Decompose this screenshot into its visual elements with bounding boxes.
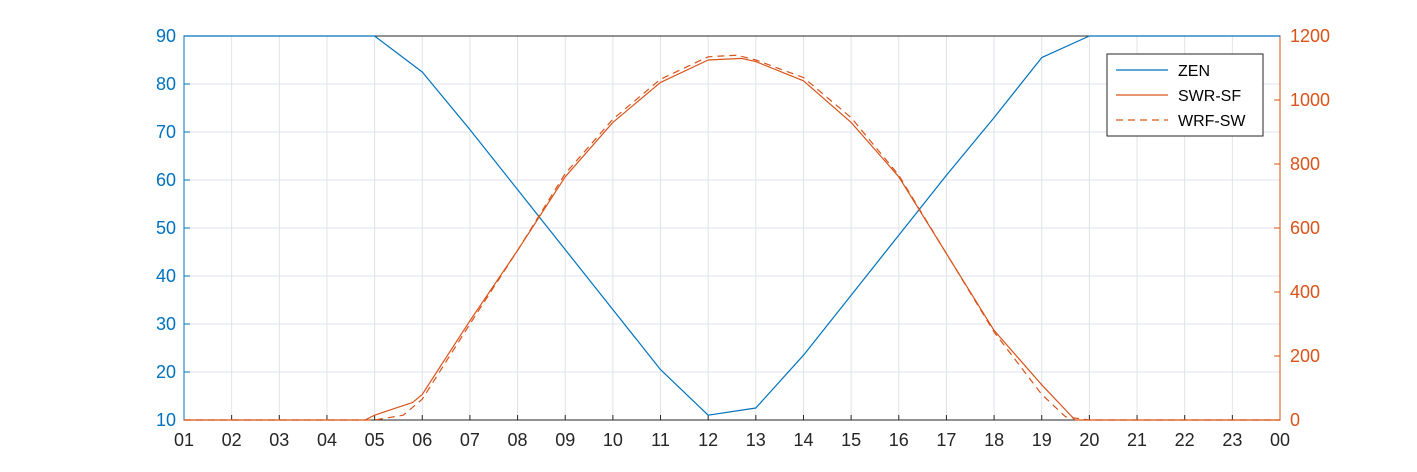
x-tick-label: 13 (746, 430, 766, 450)
y-left-tick-label: 50 (156, 218, 176, 238)
y-right-tick-label: 400 (1290, 282, 1320, 302)
x-tick-label: 15 (841, 430, 861, 450)
x-tick-label: 22 (1175, 430, 1195, 450)
y-right-tick-label: 600 (1290, 218, 1320, 238)
x-tick-label: 16 (889, 430, 909, 450)
x-tick-label: 05 (365, 430, 385, 450)
axis-ticks: 01 02 03 04 05 06 07 08 09 10 11 12 13 14 15 16 17 18 19 20… (156, 26, 1330, 450)
y-left-tick-label: 80 (156, 74, 176, 94)
series-line-swr-sf (184, 57, 1280, 421)
x-tick-label: 23 (1222, 430, 1242, 450)
y-left-tick-label: 40 (156, 266, 176, 286)
y-right-tick-label: 1200 (1290, 26, 1330, 46)
y-left-tick-label: 30 (156, 314, 176, 334)
x-tick-label: 08 (508, 430, 528, 450)
y-left-tick-label: 70 (156, 122, 176, 142)
x-tick-label: 18 (984, 430, 1004, 450)
x-tick-label: 06 (412, 430, 432, 450)
series-group (184, 35, 1280, 421)
x-tick-label: 14 (793, 430, 813, 450)
y-right-tick-label: 200 (1290, 346, 1320, 366)
y-left-tick-label: 20 (156, 362, 176, 382)
y-left-tick-label: 60 (156, 170, 176, 190)
x-tick-label: 12 (698, 430, 718, 450)
y-right-tick-label: 1000 (1290, 90, 1330, 110)
x-tick-label: 01 (174, 430, 194, 450)
y-right-tick-label: 800 (1290, 154, 1320, 174)
x-tick-label: 21 (1127, 430, 1147, 450)
x-tick-label: 07 (460, 430, 480, 450)
legend-label-zen: ZEN (1178, 63, 1210, 80)
x-tick-label: 03 (269, 430, 289, 450)
legend-label-wrf-sw: WRF-SW (1178, 113, 1246, 130)
legend: ZEN SWR-SF WRF-SW (1106, 53, 1264, 137)
legend-label-swr-sf: SWR-SF (1178, 88, 1241, 105)
x-tick-label: 00 (1270, 430, 1290, 450)
x-tick-label: 04 (317, 430, 337, 450)
series-line-zen (184, 35, 1280, 416)
y-right-tick-label: 0 (1290, 410, 1300, 430)
x-tick-label: 10 (603, 430, 623, 450)
x-tick-label: 11 (651, 430, 670, 450)
x-tick-label: 09 (555, 430, 575, 450)
x-tick-label: 20 (1079, 430, 1099, 450)
y-left-tick-label: 10 (156, 410, 176, 430)
x-tick-label: 19 (1032, 430, 1052, 450)
y-left-tick-label: 90 (156, 26, 176, 46)
x-tick-label: 17 (936, 430, 956, 450)
x-tick-label: 02 (222, 430, 242, 450)
